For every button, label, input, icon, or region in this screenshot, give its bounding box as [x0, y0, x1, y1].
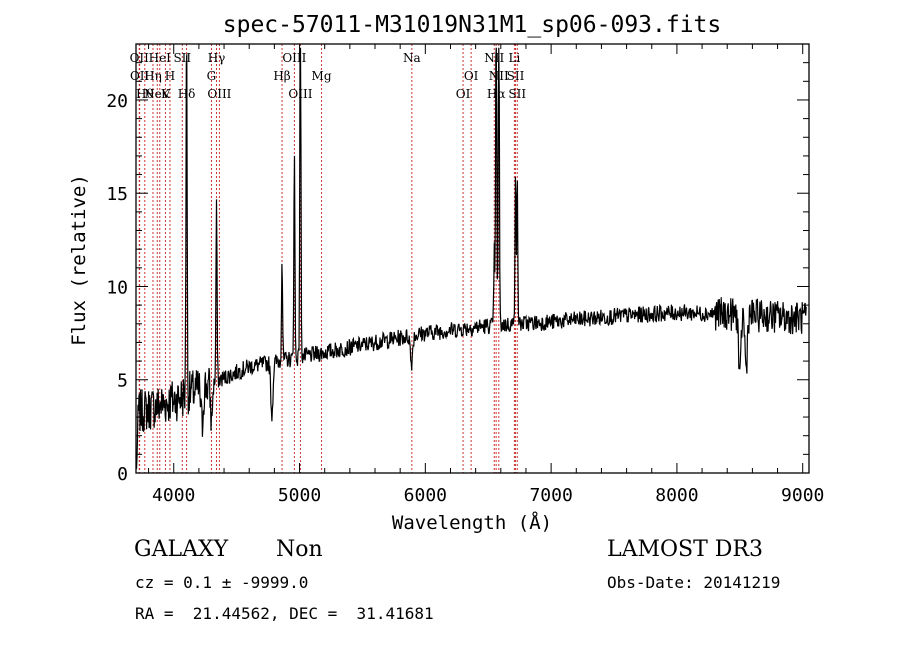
spectral-line-label: OI [464, 69, 479, 83]
spectral-line-labels: OIIOIIHθHηNeVHeIKHSIIHδGHγOIIIHβOIIIOIII… [130, 51, 527, 101]
y-tick-label: 0 [117, 464, 128, 485]
y-tick-label: 20 [106, 91, 128, 112]
spectral-line-label: Li [508, 51, 520, 65]
x-tick-label: 7000 [529, 485, 572, 506]
spectral-line-label: NII [484, 51, 504, 65]
x-axis-ticks: 4000 5000 6000 7000 8000 9000 [148, 44, 824, 506]
object-class: GALAXY [134, 537, 229, 562]
spectral-line-label: Hγ [208, 51, 226, 65]
y-axis-ticks: 0 5 10 15 20 [106, 62, 809, 485]
survey-name: LAMOST DR3 [607, 537, 763, 562]
spectral-line-label: SII [507, 69, 525, 83]
x-axis-label: Wavelength (Å) [392, 511, 552, 534]
spectral-line-label: SII [173, 51, 191, 65]
spectral-line-label: Na [403, 51, 421, 65]
coordinates-text: RA = 21.44562, DEC = 31.41681 [135, 604, 434, 623]
observation-date: Obs-Date: 20141219 [607, 573, 781, 592]
spectral-line-label: OIII [282, 51, 306, 65]
x-tick-label: 6000 [404, 485, 447, 506]
x-tick-label: 5000 [278, 485, 321, 506]
spectral-line-label: SII [508, 87, 526, 101]
y-tick-label: 5 [117, 371, 128, 392]
x-tick-label: 9000 [781, 485, 824, 506]
plot-frame [135, 43, 810, 474]
spectral-line-label: Hθ [136, 87, 154, 101]
redshift-text: cz = 0.1 ± -9999.0 [135, 573, 309, 592]
y-tick-label: 15 [106, 184, 128, 205]
x-tick-label: 8000 [655, 485, 698, 506]
spectral-line-label: HeI [149, 51, 172, 65]
spectral-line-label: Hβ [273, 69, 290, 83]
spectral-line-label: NeV [144, 87, 171, 101]
y-tick-label: 10 [106, 277, 128, 298]
spectral-line-label: OII [130, 69, 150, 83]
object-subclass: Non [276, 537, 323, 562]
y-axis-label: Flux (relative) [68, 174, 90, 346]
spectral-line-label: Mg [312, 69, 332, 83]
x-tick-label: 4000 [152, 485, 195, 506]
spectral-line-label: K [161, 87, 171, 101]
spectral-line-label: H [165, 69, 175, 83]
spectral-line-label: OI [456, 87, 471, 101]
spectral-line-markers [138, 44, 518, 473]
chart-title: spec-57011-M31019N31M1_sp06-093.fits [223, 12, 722, 38]
spectral-line-label: Hη [144, 69, 162, 83]
spectral-line-label: OIII [207, 87, 231, 101]
spectral-line-label: OII [130, 51, 150, 65]
spectrum-series [135, 47, 807, 469]
spectral-line-label: G [207, 69, 217, 83]
